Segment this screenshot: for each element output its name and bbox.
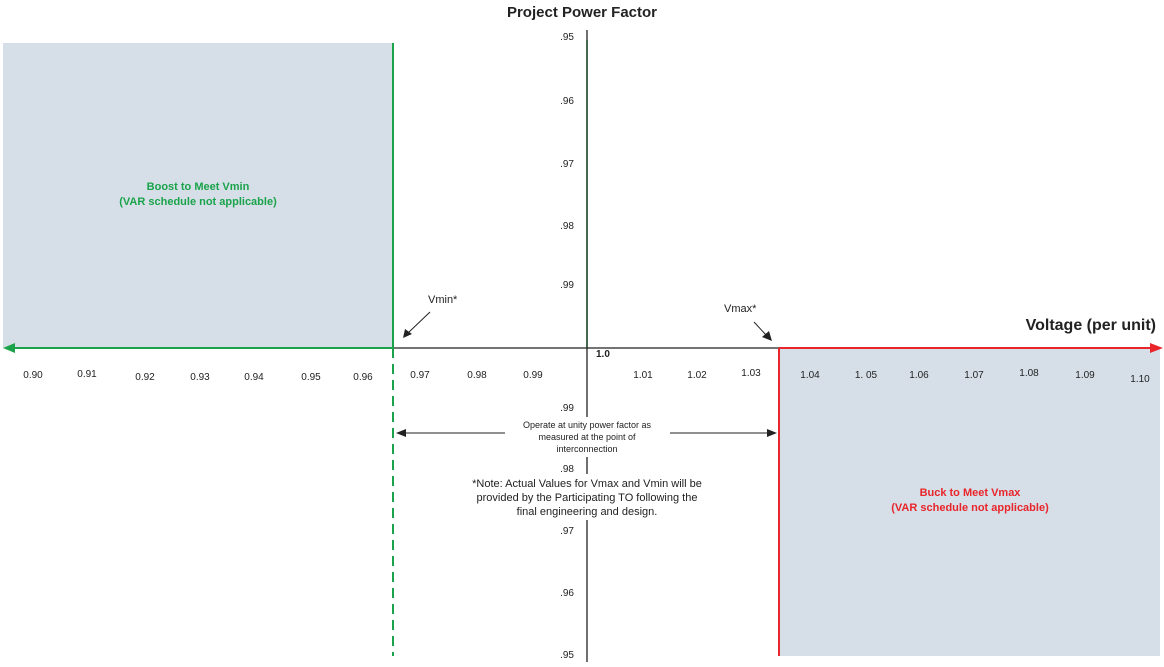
vmax-pointer-line — [753, 321, 768, 337]
x-tick-label: 0.94 — [244, 372, 264, 383]
footnote-bg — [440, 474, 738, 520]
y-tick-label: .97 — [560, 159, 574, 170]
unity-note-bg — [505, 417, 670, 457]
x-tick-label: 1.0 — [596, 349, 610, 360]
buck-region — [779, 348, 1160, 656]
unity-arrow-right-head — [767, 429, 777, 437]
x-axis-right-arrow — [1150, 343, 1163, 353]
y-tick-label: .95 — [560, 32, 574, 43]
y-tick-labels-lower: .99 .98 .97 .96 .95 — [560, 403, 574, 661]
footnote-line1: *Note: Actual Values for Vmax and Vmin w… — [472, 478, 702, 490]
x-tick-label: 1.10 — [1130, 374, 1150, 385]
x-tick-label: 1.01 — [633, 370, 653, 381]
diagram-title: Project Power Factor — [507, 4, 657, 21]
x-tick-label: 0.96 — [353, 372, 373, 383]
buck-label-line1: Buck to Meet Vmax — [920, 487, 1022, 499]
x-tick-label: 1. 05 — [855, 370, 878, 381]
x-tick-label: 1.04 — [800, 370, 820, 381]
boost-region — [3, 43, 393, 348]
boost-label-line1: Boost to Meet Vmin — [147, 181, 250, 193]
y-tick-label: .97 — [560, 526, 574, 537]
x-tick-labels: 0.90 0.91 0.92 0.93 0.94 0.95 0.96 0.97 0.98 0.99… — [23, 349, 1150, 385]
x-tick-label: 1.03 — [741, 368, 761, 379]
x-axis-title: Voltage (per unit) — [1026, 317, 1156, 334]
x-tick-label: 1.09 — [1075, 370, 1095, 381]
x-tick-label: 0.91 — [77, 369, 97, 380]
vmin-pointer-head — [403, 329, 412, 338]
vmin-label: Vmin* — [428, 294, 458, 306]
vmax-pointer-head — [762, 331, 772, 341]
y-tick-label: .96 — [560, 588, 574, 599]
unity-note-line3: interconnection — [556, 444, 617, 454]
x-tick-label: 0.92 — [135, 372, 155, 383]
x-tick-label: 0.99 — [523, 370, 543, 381]
vmax-label: Vmax* — [724, 303, 757, 315]
x-tick-label: 0.98 — [467, 370, 487, 381]
y-tick-label: .98 — [560, 464, 574, 475]
x-tick-label: 0.95 — [301, 372, 321, 383]
footnote-line2: provided by the Participating TO followi… — [477, 492, 698, 504]
unity-note-line2: measured at the point of — [538, 432, 636, 442]
x-tick-label: 0.97 — [410, 370, 430, 381]
y-tick-label: .99 — [560, 403, 574, 414]
y-tick-labels-upper: .95 .96 .97 .98 .99 — [560, 32, 574, 291]
unity-arrow-left-head — [396, 429, 406, 437]
unity-note-line1: Operate at unity power factor as — [523, 420, 652, 430]
vmin-pointer-line — [407, 311, 431, 334]
x-axis-left-arrow — [3, 343, 15, 353]
x-tick-label: 0.93 — [190, 372, 210, 383]
footnote-line3: final engineering and design. — [517, 506, 658, 518]
x-tick-label: 1.08 — [1019, 368, 1039, 379]
y-tick-label: .98 — [560, 221, 574, 232]
y-tick-label: .96 — [560, 96, 574, 107]
x-tick-label: 1.07 — [964, 370, 984, 381]
x-tick-label: 1.06 — [909, 370, 929, 381]
y-tick-label: .95 — [560, 650, 574, 661]
buck-label-line2: (VAR schedule not applicable) — [891, 502, 1049, 514]
boost-label-line2: (VAR schedule not applicable) — [119, 196, 277, 208]
x-tick-label: 0.90 — [23, 370, 43, 381]
y-tick-label: .99 — [560, 280, 574, 291]
x-tick-label: 1.02 — [687, 370, 707, 381]
